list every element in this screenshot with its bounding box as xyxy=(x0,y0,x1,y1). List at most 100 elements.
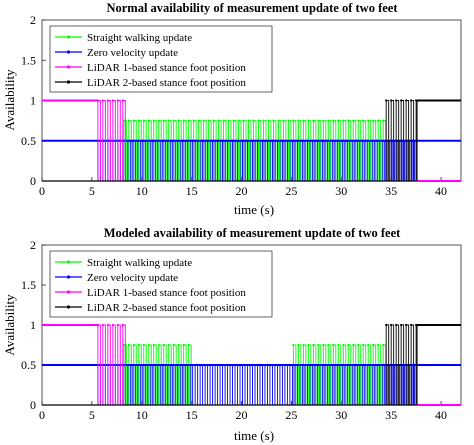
y-tick-label: 1.5 xyxy=(21,278,36,292)
series-pulse xyxy=(202,364,206,405)
series-marker xyxy=(127,119,130,122)
series-pulse xyxy=(122,100,126,181)
series-pulse xyxy=(302,344,307,405)
series-pulse xyxy=(193,120,197,181)
x-tick-label: 20 xyxy=(236,184,248,198)
series-pulse xyxy=(102,324,106,405)
series-pulse xyxy=(357,344,362,405)
series-pulse xyxy=(243,120,247,181)
series-pulse xyxy=(347,120,352,181)
series-marker xyxy=(337,119,340,122)
x-tick-label: 10 xyxy=(136,408,148,422)
series-marker xyxy=(267,119,270,122)
series-pulse xyxy=(148,120,152,181)
series-marker xyxy=(121,323,124,327)
series-marker xyxy=(372,119,375,122)
series-lidar-2-based-stance-foot-position xyxy=(42,323,461,406)
series-pulse xyxy=(228,120,232,181)
y-axis-label: Availability xyxy=(2,69,17,131)
series-pulse xyxy=(395,324,400,405)
series-marker xyxy=(137,119,140,122)
series-marker xyxy=(162,343,165,347)
y-tick-label: 0 xyxy=(30,174,36,188)
chart-panel-modeled: Modeled availability of measurement upda… xyxy=(2,226,462,443)
series-pulse xyxy=(377,344,382,405)
series-marker xyxy=(142,343,145,347)
series-marker xyxy=(377,119,380,122)
series-marker xyxy=(342,119,345,122)
series-pulse xyxy=(317,344,322,405)
legend-swatch-marker xyxy=(66,35,71,39)
series-marker xyxy=(385,323,388,327)
series-pulse xyxy=(213,120,217,181)
series-marker xyxy=(147,119,150,122)
legend: Straight walking update Zero velocity upd… xyxy=(49,250,273,318)
series-pulse xyxy=(102,100,106,181)
legend-swatch-marker xyxy=(66,260,71,264)
series-pulse xyxy=(122,324,126,405)
series-pulse xyxy=(238,120,242,181)
series-marker xyxy=(247,119,250,122)
series-pulse xyxy=(262,364,266,405)
series-pulse xyxy=(218,120,222,181)
series-pulse xyxy=(337,344,342,405)
series-pulse xyxy=(227,364,231,405)
series-marker xyxy=(327,119,330,122)
series-pulse xyxy=(143,120,147,181)
series-pulse xyxy=(390,100,395,181)
series-marker xyxy=(272,119,275,122)
series-pulse xyxy=(107,100,111,181)
series-pulse xyxy=(292,120,297,181)
series-pulse xyxy=(168,344,172,405)
series-pulse xyxy=(173,344,177,405)
series-marker xyxy=(262,119,265,122)
series-pulse xyxy=(372,344,377,405)
series-pulse xyxy=(197,364,201,405)
series-pulse xyxy=(332,344,337,405)
series-pulse xyxy=(183,120,187,181)
legend-swatch-marker xyxy=(66,290,71,294)
series-marker xyxy=(367,119,370,122)
x-tick-label: 5 xyxy=(89,184,95,198)
series-pulse xyxy=(287,120,292,181)
series-pulse xyxy=(212,364,216,405)
series-pulse xyxy=(400,100,405,181)
series-pulse xyxy=(286,364,291,405)
series-marker xyxy=(410,323,413,327)
series-marker xyxy=(405,323,408,327)
x-tick-label: 10 xyxy=(136,184,148,198)
series-marker xyxy=(362,343,365,347)
series-pulse xyxy=(362,120,367,181)
series-marker xyxy=(182,119,185,122)
legend-entry-label: LiDAR 1-based stance foot position xyxy=(87,287,246,299)
series-pulse xyxy=(237,364,241,405)
series-marker xyxy=(385,99,388,102)
series-pulse xyxy=(307,344,312,405)
series-pulse xyxy=(268,120,272,181)
series-pulse xyxy=(281,364,286,405)
series-pulse xyxy=(203,120,207,181)
series-pulse xyxy=(377,120,382,181)
series-pulse xyxy=(385,324,390,405)
series-marker xyxy=(167,343,170,347)
series-marker xyxy=(172,343,175,347)
x-axis-label: time (s) xyxy=(234,202,274,217)
series-marker xyxy=(101,323,104,327)
y-tick-label: 0.5 xyxy=(21,134,36,148)
x-tick-label: 15 xyxy=(186,408,198,422)
series-marker xyxy=(212,119,215,122)
y-tick-label: 0.5 xyxy=(21,358,36,372)
series-pulse xyxy=(405,324,410,405)
legend-entry-label: Straight walking update xyxy=(87,32,192,44)
series-marker xyxy=(111,323,114,327)
series-marker xyxy=(177,119,180,122)
series-pulse xyxy=(158,344,162,405)
chart-title: Normal availability of measurement updat… xyxy=(106,1,398,15)
series-pulse xyxy=(188,120,192,181)
series-pulse xyxy=(400,324,405,405)
series-marker xyxy=(382,119,385,122)
series-marker xyxy=(377,343,380,347)
plot-area: 0 5 10 15 20 25 30 35 40 0 0.5 1 1.5 2 xyxy=(21,13,462,198)
series-marker xyxy=(302,119,305,122)
y-tick-label: 2 xyxy=(30,238,36,252)
